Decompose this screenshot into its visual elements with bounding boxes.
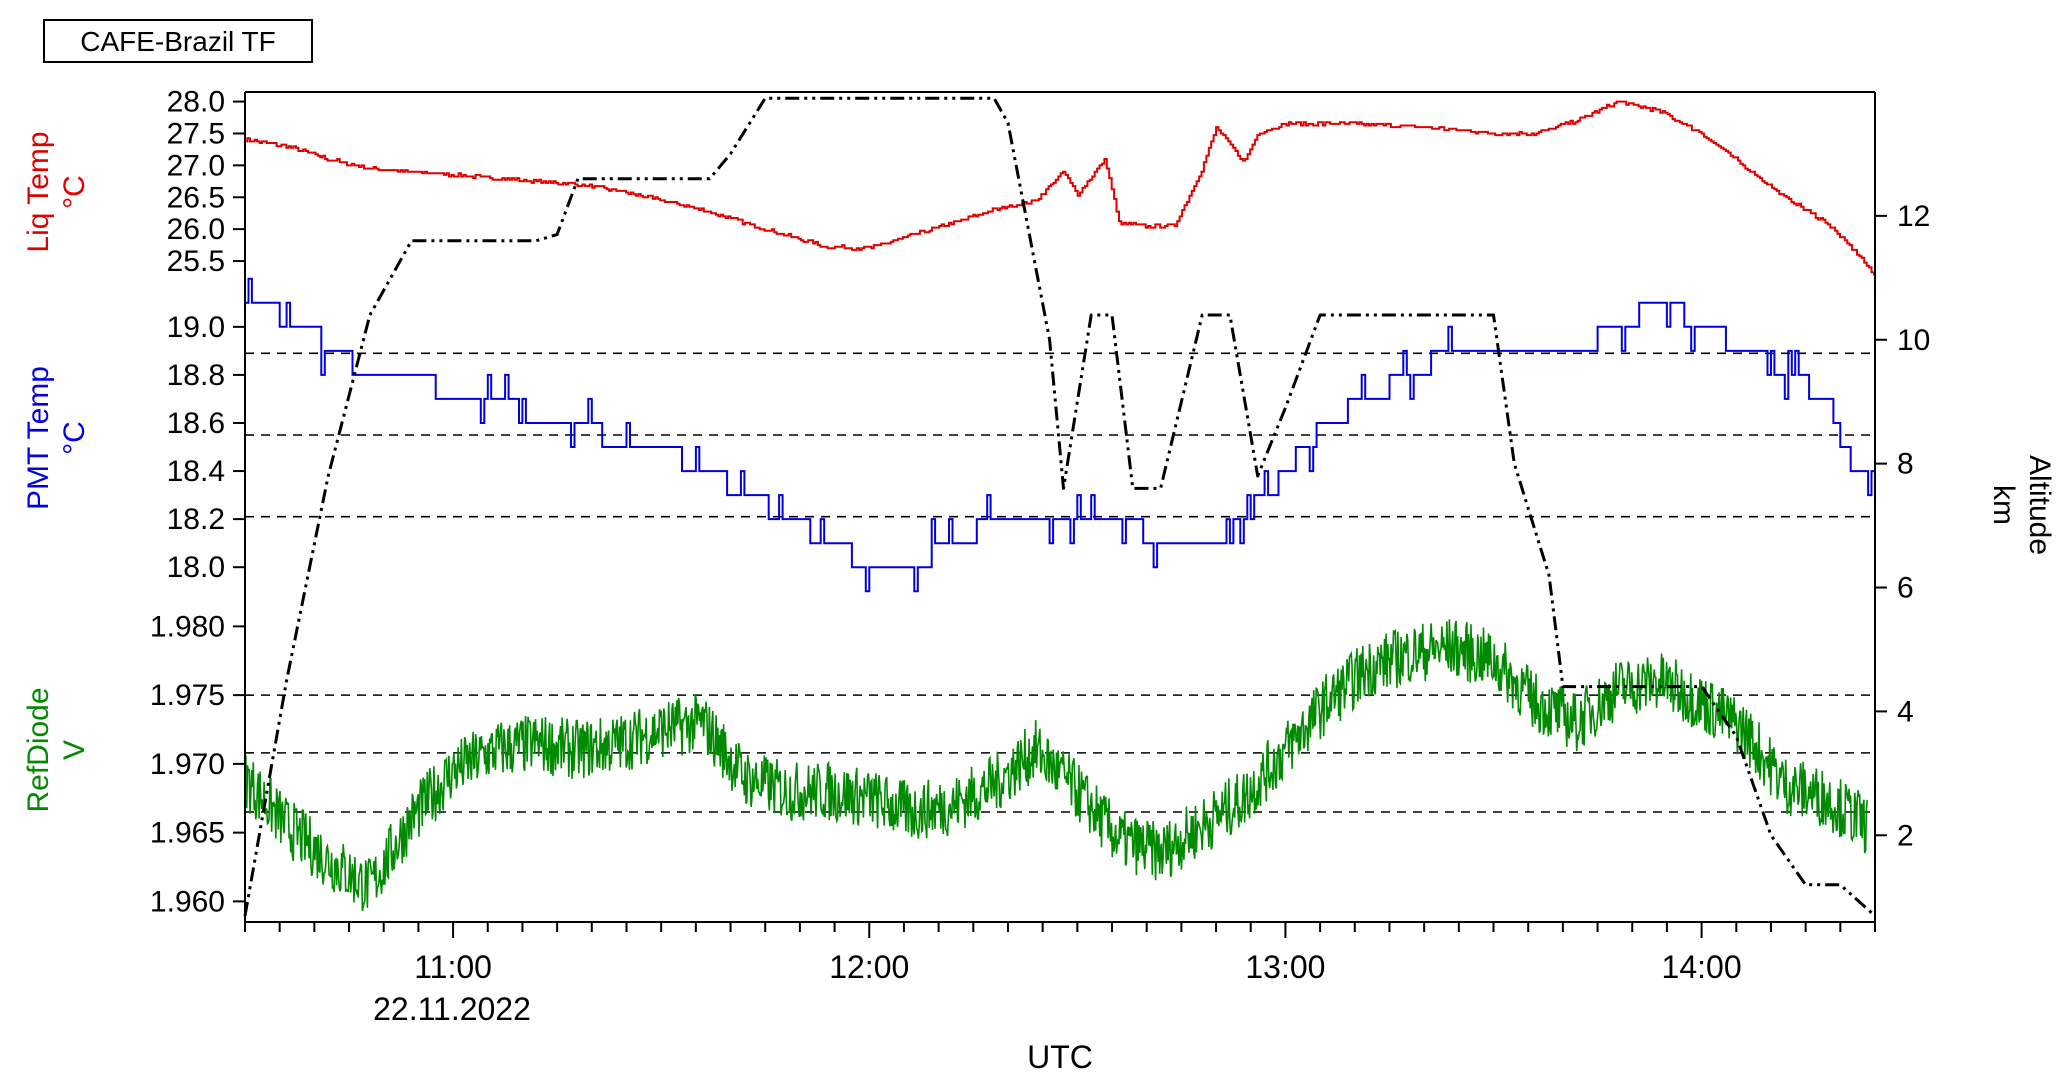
y-tick-label: 18.0	[167, 551, 225, 584]
y-tick-label: 19.0	[167, 311, 225, 344]
y-tick-label: 18.8	[167, 359, 225, 392]
y-tick-label: 25.5	[167, 245, 225, 278]
liq-temp-unit: °C	[58, 175, 91, 209]
y-tick-label: 1.960	[150, 885, 225, 918]
right-tick-label: 6	[1897, 572, 1914, 605]
x-tick-label: 12:00	[829, 949, 909, 985]
y-tick-label: 1.970	[150, 748, 225, 781]
liq-temp-label: Liq Temp	[22, 131, 55, 252]
x-tick-label: 13:00	[1245, 949, 1325, 985]
x-axis-label: UTC	[1027, 1039, 1093, 1075]
refdiode-series-line	[244, 619, 1868, 912]
panels-layer	[244, 100, 1875, 912]
pmt-temp-series-line	[245, 277, 1875, 593]
y-tick-label: 28.0	[167, 86, 225, 119]
x-date-label: 22.11.2022	[373, 991, 531, 1027]
right-tick-label: 4	[1897, 695, 1914, 728]
refdiode-unit: V	[58, 740, 91, 760]
panel-labels: Liq Temp °C PMT Temp °C RefDiode V Altit…	[22, 131, 2056, 1075]
y-tick-label: 26.0	[167, 213, 225, 246]
chart-title: CAFE-Brazil TF	[80, 26, 276, 57]
y-tick-label: 18.4	[167, 455, 225, 488]
altitude-series-line	[243, 96, 1876, 917]
altitude-layer	[243, 96, 1876, 917]
pmt-temp-unit: °C	[58, 421, 91, 455]
altitude-unit: km	[1987, 485, 2020, 525]
right-tick-label: 10	[1897, 324, 1930, 357]
y-tick-label: 1.980	[150, 610, 225, 643]
x-tick-label: 14:00	[1662, 949, 1742, 985]
pmt-temp-label: PMT Temp	[22, 366, 55, 510]
y-tick-label: 27.0	[167, 149, 225, 182]
altitude-label: Altitude	[2023, 455, 2056, 555]
y-tick-label: 18.2	[167, 503, 225, 536]
liq-temp-series-line	[245, 100, 1875, 276]
refdiode-label: RefDiode	[22, 687, 55, 812]
y-tick-label: 1.965	[150, 817, 225, 850]
chart-title-box: CAFE-Brazil TF	[43, 19, 313, 63]
y-tick-label: 1.975	[150, 679, 225, 712]
right-tick-label: 12	[1897, 200, 1930, 233]
right-tick-label: 2	[1897, 819, 1914, 852]
x-tick-label: 11:00	[414, 949, 492, 985]
right-tick-label: 8	[1897, 448, 1914, 481]
y-tick-label: 26.5	[167, 181, 225, 214]
axes-layer: 25.526.026.527.027.528.0 18.0 18.2 18.4 18.6…	[150, 86, 1930, 985]
y-tick-label: 27.5	[167, 117, 225, 150]
y-tick-label: 18.6	[167, 407, 225, 440]
